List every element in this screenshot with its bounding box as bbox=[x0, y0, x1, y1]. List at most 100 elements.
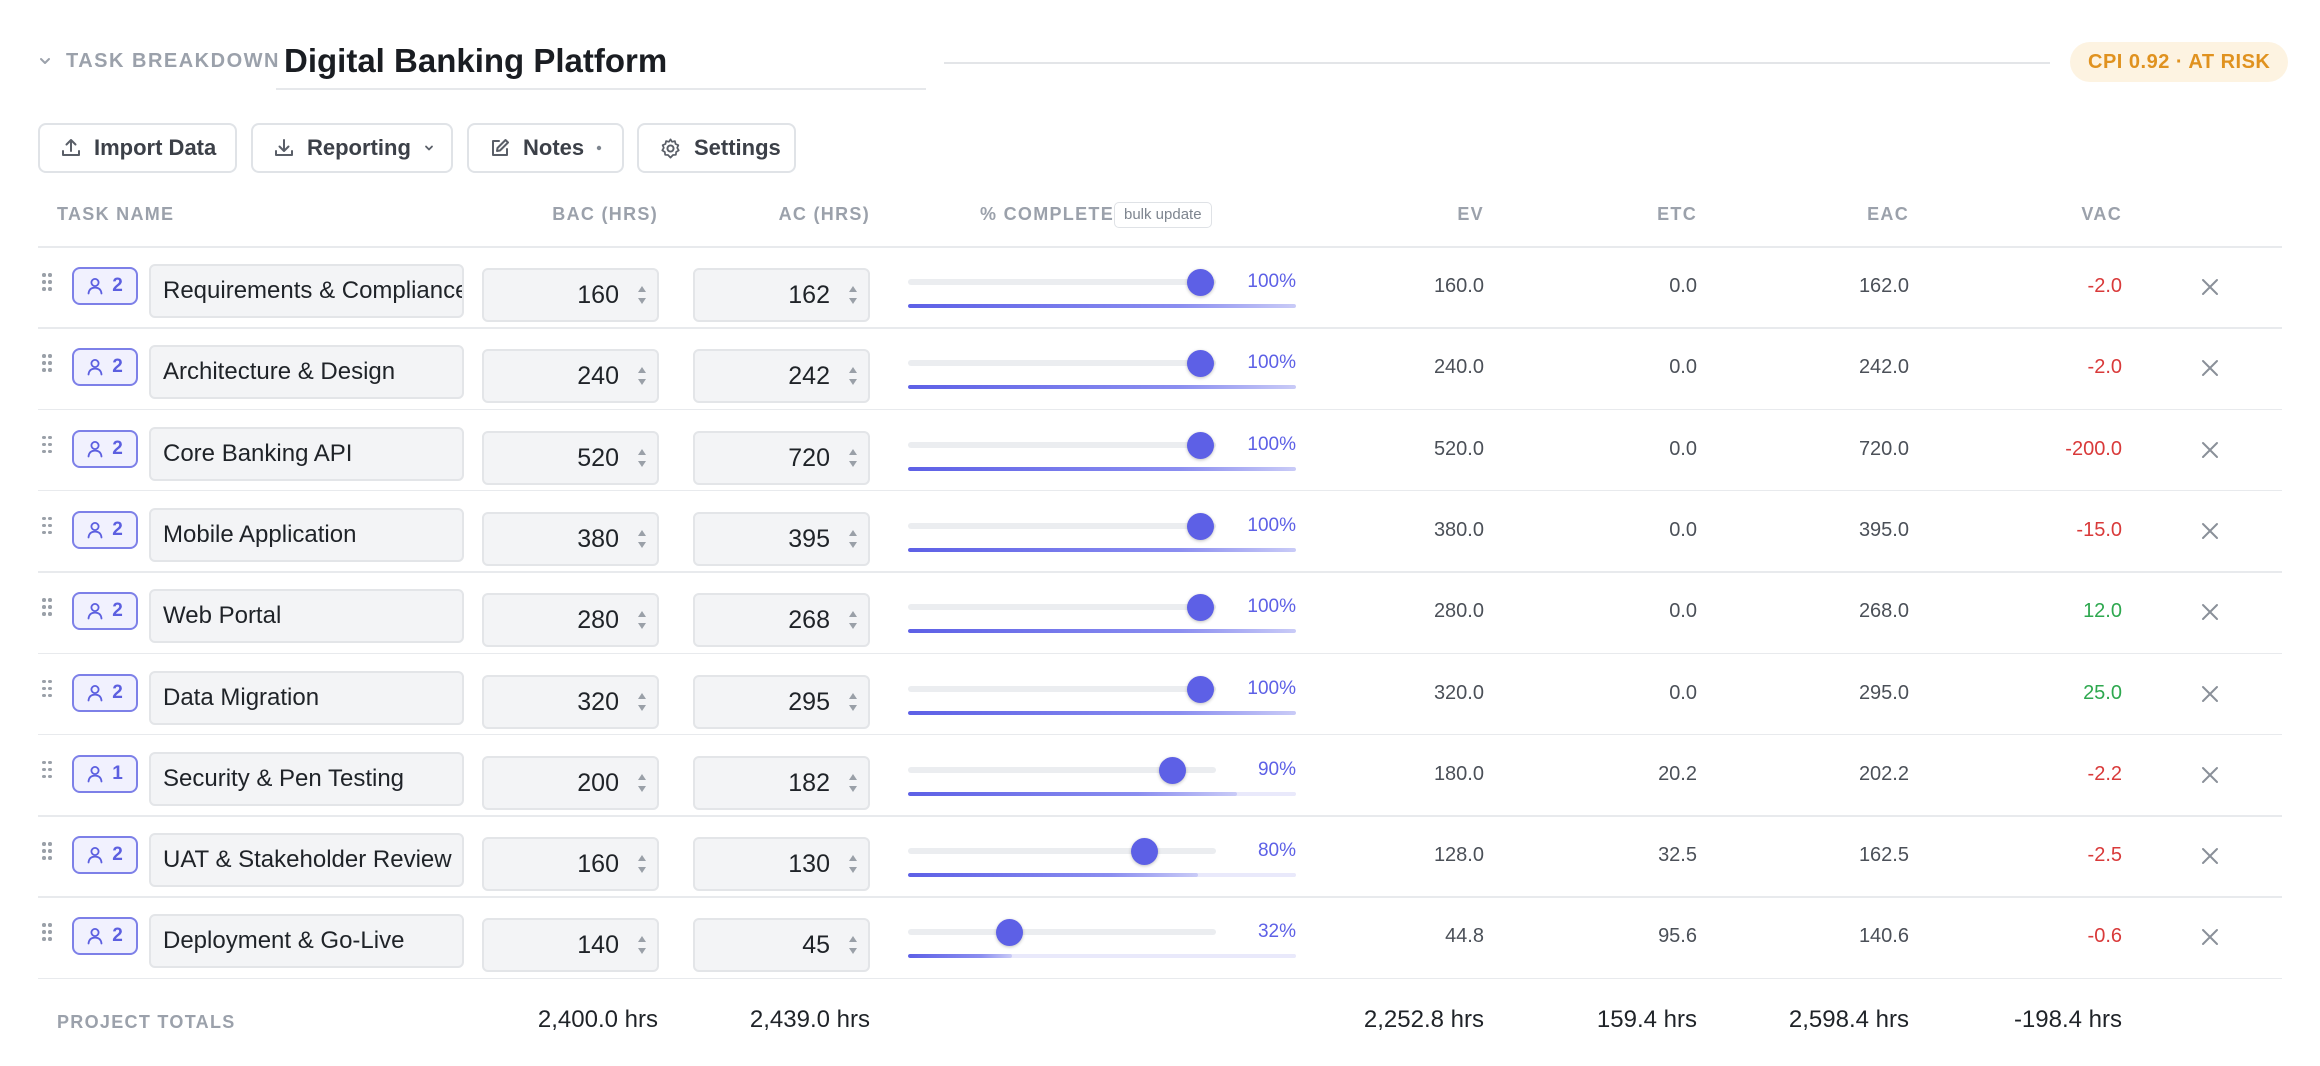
col-task-name[interactable]: TASK NAME bbox=[57, 204, 175, 224]
col-ac[interactable]: AC (HRS) bbox=[778, 204, 870, 224]
project-title-input[interactable]: Digital Banking Platform bbox=[276, 34, 926, 90]
ac-input[interactable]: 268 bbox=[693, 593, 870, 648]
delete-row-icon[interactable] bbox=[2200, 521, 2220, 541]
pct-slider-thumb[interactable] bbox=[1158, 756, 1186, 784]
col-etc[interactable]: ETC bbox=[1657, 204, 1697, 224]
pct-slider-track[interactable] bbox=[908, 848, 1216, 855]
assignee-chip[interactable]: 2 bbox=[72, 267, 138, 305]
drag-handle-icon[interactable] bbox=[40, 596, 54, 618]
task-name-input[interactable]: Security & Pen Testing bbox=[149, 751, 464, 806]
drag-handle-icon[interactable] bbox=[40, 515, 54, 537]
stepper-icon[interactable] bbox=[636, 447, 648, 469]
assignee-chip[interactable]: 2 bbox=[72, 429, 138, 468]
pct-slider-thumb[interactable] bbox=[1130, 838, 1158, 866]
delete-row-icon[interactable] bbox=[2200, 846, 2220, 866]
stepper-icon[interactable] bbox=[636, 853, 648, 875]
assignee-chip[interactable]: 2 bbox=[72, 348, 138, 387]
pct-slider-track[interactable] bbox=[908, 766, 1216, 773]
assignee-chip[interactable]: 2 bbox=[72, 673, 138, 712]
settings-button[interactable]: Settings bbox=[637, 123, 796, 173]
task-name-input[interactable]: UAT & Stakeholder Review bbox=[149, 833, 464, 888]
stepper-icon[interactable] bbox=[636, 934, 648, 956]
ac-input[interactable]: 720 bbox=[693, 430, 870, 485]
import-data-button[interactable]: Import Data bbox=[38, 123, 237, 173]
col-eac[interactable]: EAC bbox=[1867, 204, 1909, 224]
col-pct-complete[interactable]: % COMPLETE bbox=[980, 204, 1115, 224]
task-name-input[interactable]: Web Portal bbox=[149, 589, 464, 644]
task-name-input[interactable]: Data Migration bbox=[149, 670, 464, 725]
col-ev[interactable]: EV bbox=[1457, 204, 1484, 224]
pct-slider-thumb[interactable] bbox=[995, 919, 1023, 947]
stepper-icon[interactable] bbox=[847, 853, 859, 875]
pct-slider-track[interactable] bbox=[908, 522, 1216, 529]
delete-row-icon[interactable] bbox=[2200, 440, 2220, 460]
stepper-icon[interactable] bbox=[636, 772, 648, 794]
bac-input[interactable]: 240 bbox=[482, 349, 659, 404]
bac-input[interactable]: 380 bbox=[482, 511, 659, 566]
bac-input[interactable]: 160 bbox=[482, 268, 659, 322]
pct-slider-track[interactable] bbox=[908, 604, 1216, 611]
ac-input[interactable]: 395 bbox=[693, 511, 870, 566]
pct-slider-thumb[interactable] bbox=[1187, 431, 1214, 459]
pct-slider-thumb[interactable] bbox=[1187, 269, 1214, 296]
stepper-icon[interactable] bbox=[847, 609, 859, 631]
task-name-input[interactable]: Architecture & Design bbox=[149, 345, 464, 400]
stepper-icon[interactable] bbox=[847, 691, 859, 713]
stepper-icon[interactable] bbox=[636, 284, 648, 306]
ac-input[interactable]: 242 bbox=[693, 349, 870, 404]
pct-slider-track[interactable] bbox=[908, 279, 1216, 285]
bac-input[interactable]: 140 bbox=[482, 918, 659, 973]
pct-slider-thumb[interactable] bbox=[1187, 675, 1214, 703]
ac-input[interactable]: 162 bbox=[693, 268, 870, 322]
bac-input[interactable]: 320 bbox=[482, 674, 659, 729]
task-name-input[interactable]: Requirements & Compliance bbox=[149, 264, 464, 318]
stepper-icon[interactable] bbox=[636, 609, 648, 631]
collapse-chevron-icon[interactable] bbox=[38, 54, 52, 68]
pct-slider-track[interactable] bbox=[908, 929, 1216, 936]
stepper-icon[interactable] bbox=[847, 284, 859, 306]
drag-handle-icon[interactable] bbox=[40, 840, 54, 862]
task-name-input[interactable]: Core Banking API bbox=[149, 426, 464, 481]
stepper-icon[interactable] bbox=[636, 528, 648, 550]
bac-input[interactable]: 280 bbox=[482, 593, 659, 648]
assignee-chip[interactable]: 2 bbox=[72, 917, 138, 956]
ac-input[interactable]: 295 bbox=[693, 674, 870, 729]
ac-input[interactable]: 130 bbox=[693, 837, 870, 892]
assignee-chip[interactable]: 2 bbox=[72, 510, 138, 549]
drag-handle-icon[interactable] bbox=[40, 678, 54, 700]
pct-slider-thumb[interactable] bbox=[1187, 594, 1214, 622]
stepper-icon[interactable] bbox=[847, 365, 859, 387]
stepper-icon[interactable] bbox=[847, 447, 859, 469]
reporting-dropdown-button[interactable]: Reporting bbox=[251, 123, 453, 173]
stepper-icon[interactable] bbox=[847, 528, 859, 550]
delete-row-icon[interactable] bbox=[2200, 602, 2220, 622]
ac-input[interactable]: 45 bbox=[693, 918, 870, 973]
bac-input[interactable]: 520 bbox=[482, 430, 659, 485]
notes-button[interactable]: Notes bbox=[467, 123, 624, 173]
drag-handle-icon[interactable] bbox=[40, 271, 54, 293]
bac-input[interactable]: 200 bbox=[482, 755, 659, 810]
pct-slider-track[interactable] bbox=[908, 441, 1216, 448]
assignee-chip[interactable]: 1 bbox=[72, 754, 138, 793]
delete-row-icon[interactable] bbox=[2200, 358, 2220, 378]
pct-slider-track[interactable] bbox=[908, 685, 1216, 692]
pct-slider-thumb[interactable] bbox=[1187, 512, 1214, 540]
col-bac[interactable]: BAC (HRS) bbox=[552, 204, 658, 224]
delete-row-icon[interactable] bbox=[2200, 765, 2220, 785]
drag-handle-icon[interactable] bbox=[40, 921, 54, 943]
col-vac[interactable]: VAC bbox=[2081, 204, 2122, 224]
task-name-input[interactable]: Deployment & Go-Live bbox=[149, 914, 464, 969]
delete-row-icon[interactable] bbox=[2200, 927, 2220, 947]
stepper-icon[interactable] bbox=[847, 772, 859, 794]
pct-slider-track[interactable] bbox=[908, 360, 1216, 367]
stepper-icon[interactable] bbox=[847, 934, 859, 956]
stepper-icon[interactable] bbox=[636, 365, 648, 387]
delete-row-icon[interactable] bbox=[2200, 277, 2220, 297]
delete-row-icon[interactable] bbox=[2200, 684, 2220, 704]
pct-slider-thumb[interactable] bbox=[1187, 350, 1214, 378]
ac-input[interactable]: 182 bbox=[693, 755, 870, 810]
assignee-chip[interactable]: 2 bbox=[72, 836, 138, 875]
drag-handle-icon[interactable] bbox=[40, 759, 54, 781]
stepper-icon[interactable] bbox=[636, 691, 648, 713]
task-name-input[interactable]: Mobile Application bbox=[149, 507, 464, 562]
